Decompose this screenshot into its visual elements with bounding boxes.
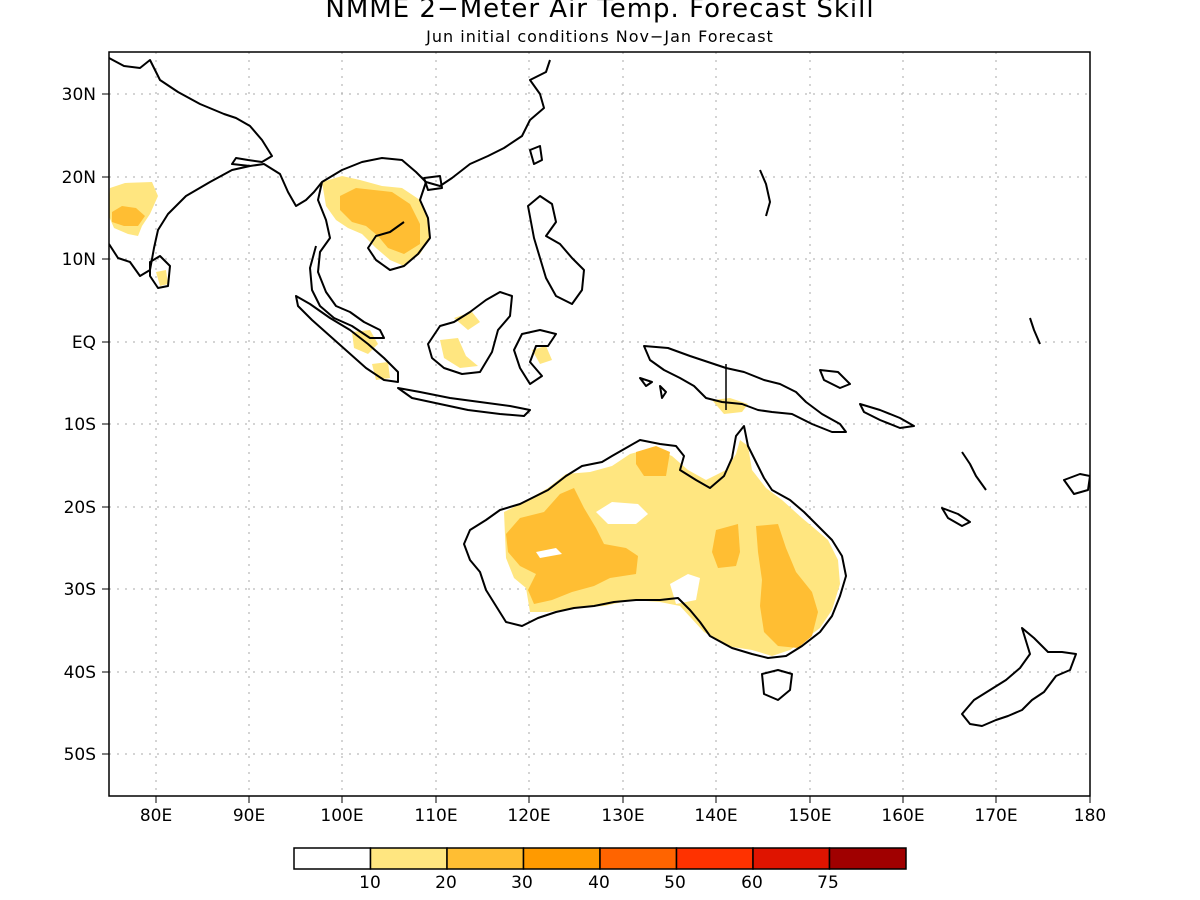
lon-tick-label: 120E xyxy=(507,806,550,826)
colorbar-cell xyxy=(675,847,754,870)
colorbar-label: 30 xyxy=(511,873,533,893)
colorbar-cell xyxy=(369,847,448,870)
lat-tick-label: 20S xyxy=(64,498,96,518)
colorbar: 10 20 30 40 50 60 75 xyxy=(293,847,907,893)
lat-tick-label: 50S xyxy=(64,745,96,765)
lat-tick-label: 40S xyxy=(64,663,96,683)
lon-tick-label: 140E xyxy=(694,806,737,826)
lat-tick-label: 20N xyxy=(62,168,96,188)
colorbar-label: 50 xyxy=(664,873,686,893)
lon-tick-label: 80E xyxy=(140,806,172,826)
lon-tick-label: 90E xyxy=(233,806,265,826)
tick-marks xyxy=(102,93,1091,803)
colorbar-labels: 10 20 30 40 50 60 75 xyxy=(359,873,839,893)
colorbar-label: 40 xyxy=(588,873,610,893)
lon-tick-labels: 80E 90E 100E 110E 120E 130E 140E 150E 16… xyxy=(140,806,1106,826)
colorbar-cell xyxy=(446,847,525,870)
lon-tick-label: 150E xyxy=(788,806,831,826)
lat-tick-label: 30S xyxy=(64,580,96,600)
colorbar-label: 10 xyxy=(359,873,381,893)
lat-tick-labels: 30N 20N 10N EQ 10S 20S 30S 40S 50S xyxy=(62,85,96,765)
colorbar-label: 75 xyxy=(817,873,839,893)
colorbar-cell xyxy=(599,847,678,870)
lon-tick-label: 130E xyxy=(601,806,644,826)
lon-tick-label: 170E xyxy=(974,806,1017,826)
gridlines xyxy=(109,52,1090,796)
colorbar-label: 20 xyxy=(435,873,457,893)
lat-tick-label: 30N xyxy=(62,85,96,105)
map-subtitle: Jun initial conditions Nov−Jan Forecast xyxy=(426,27,774,46)
colorbar-cell xyxy=(752,847,831,870)
lat-tick-label: 10N xyxy=(62,250,96,270)
colorbar-cell xyxy=(293,847,372,870)
lon-tick-label: 180 xyxy=(1074,806,1106,826)
lon-tick-label: 110E xyxy=(414,806,457,826)
lon-tick-label: 100E xyxy=(320,806,363,826)
colorbar-label: 60 xyxy=(741,873,763,893)
lat-tick-label: EQ xyxy=(72,333,96,353)
skill-shading xyxy=(109,176,840,656)
map-title: NMME 2−Meter Air Temp. Forecast Skill xyxy=(325,0,875,24)
colorbar-cell xyxy=(522,847,601,870)
colorbar-cell xyxy=(828,847,907,870)
lon-tick-label: 160E xyxy=(881,806,924,826)
lat-tick-label: 10S xyxy=(64,415,96,435)
coastlines xyxy=(109,57,1090,727)
